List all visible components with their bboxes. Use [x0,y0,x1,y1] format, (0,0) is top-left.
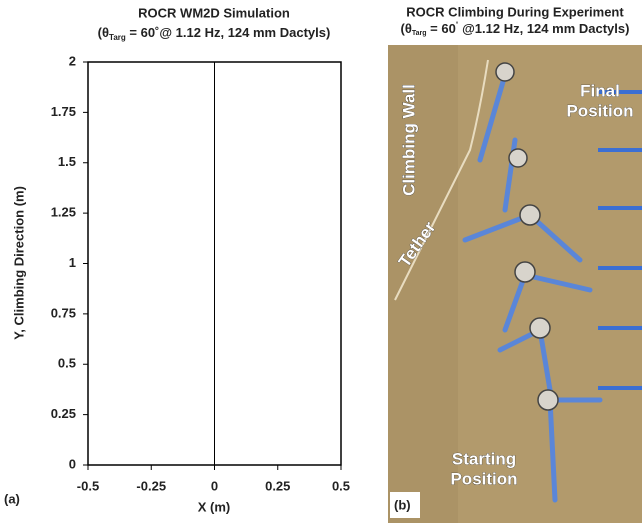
tether-line [394,59,489,301]
x-tick-label: 0.25 [265,478,290,493]
chart-title: ROCR WM2D Simulation [138,5,290,20]
photo-subtitle: (θTarg = 60˚ @1.12 Hz, 124 mm Dactyls) [401,21,630,37]
y-tick-label: 0.75 [51,305,76,320]
x-tick-label: 0 [211,478,218,493]
subtitle-part: = 60˚@ 1.12 Hz, 124 mm Dactyls) [126,25,331,40]
subtitle-superscript: ˚ [456,21,459,30]
subtitle-subscript: Targ [109,33,126,42]
x-tick-label: -0.5 [77,478,99,493]
robot-legs [462,72,603,503]
y-tick-label: 1 [69,255,76,270]
photo-label: Position [450,469,517,488]
photo-title: ROCR Climbing During Experiment [406,4,624,19]
chart-subtitle: (θTarg = 60˚@ 1.12 Hz, 124 mm Dactyls) [98,25,331,42]
y-tick-label: 1.5 [58,154,76,169]
wall-markers [598,90,642,390]
y-tick-label: 1.25 [51,205,76,220]
y-tick-label: 1.75 [51,104,76,119]
subtitle-subscript: Targ [412,30,427,37]
x-axis-label: X (m) [198,499,231,514]
subtitle-part: = 60 [427,21,456,36]
x-tick-label: -0.25 [136,478,166,493]
y-tick-label: 2 [69,53,76,68]
photo-label: Final [580,81,620,100]
panel-label: (a) [4,491,20,506]
photo-label: Climbing Wall [399,84,418,196]
photo-label: Starting [452,449,516,468]
subtitle-part: (θ [401,21,412,36]
subtitle-part: (θ [98,25,109,40]
y-tick-label: 0 [69,456,76,471]
y-axis-label: Y, Climbing Direction (m) [11,186,26,340]
photo: ROCR Climbing During Experiment (θTarg =… [388,4,642,523]
y-tick-label: 0.5 [58,356,76,371]
robots [495,62,559,411]
photo-label: Position [566,101,633,120]
y-tick-label: 0.25 [51,406,76,421]
x-tick-label: 0.5 [332,478,350,493]
panel-label-box [390,492,420,518]
subtitle-part: @1.12 Hz, 124 mm Dactyls) [459,21,630,36]
wall-shade [388,45,458,523]
panel-label: (b) [394,497,411,512]
